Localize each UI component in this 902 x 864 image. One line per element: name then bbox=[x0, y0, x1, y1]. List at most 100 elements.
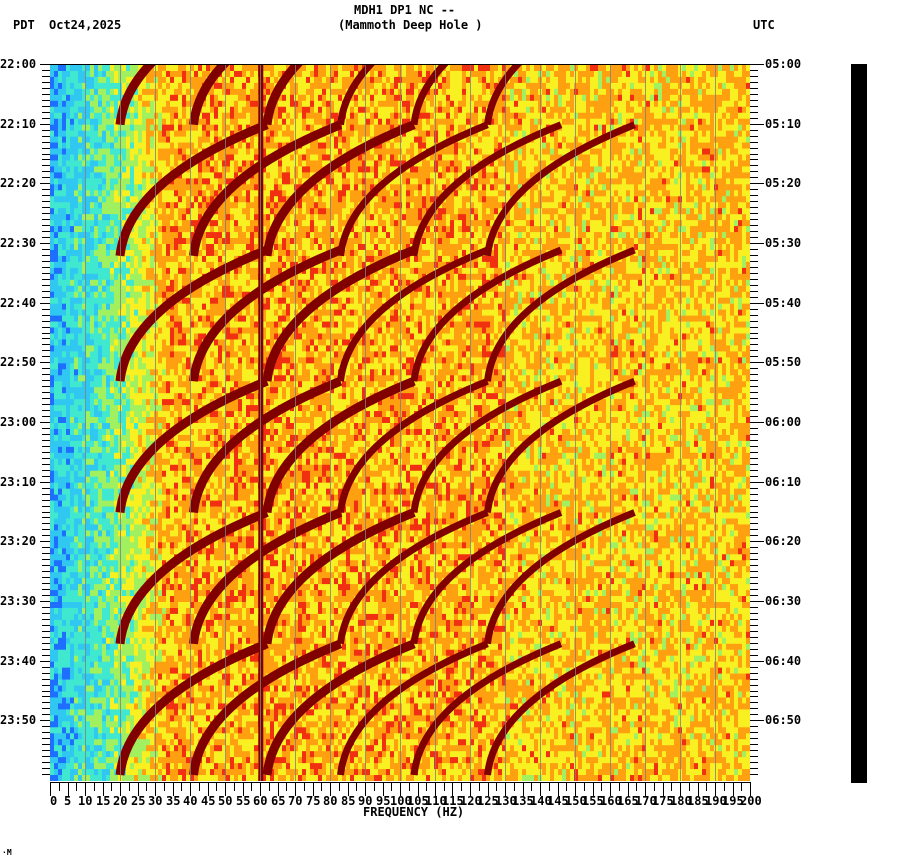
y-tick-right bbox=[750, 195, 758, 196]
y-tick-label-left: 22:50 bbox=[0, 356, 36, 368]
x-tick bbox=[68, 782, 69, 796]
x-tick bbox=[216, 782, 217, 791]
y-tick-left bbox=[42, 142, 50, 143]
x-tick bbox=[409, 782, 410, 791]
x-tick-label: 30 bbox=[148, 795, 162, 807]
x-tick bbox=[243, 782, 244, 796]
y-tick-left bbox=[42, 201, 50, 202]
x-tick bbox=[558, 782, 559, 796]
y-tick-label-right: 06:20 bbox=[765, 535, 801, 547]
y-tick-left bbox=[42, 261, 50, 262]
y-tick-right bbox=[750, 428, 758, 429]
x-tick bbox=[566, 782, 567, 791]
y-tick-right bbox=[750, 452, 758, 453]
x-tick bbox=[636, 782, 637, 791]
x-tick bbox=[155, 782, 156, 796]
y-tick-right bbox=[750, 738, 758, 739]
y-tick-right bbox=[750, 291, 758, 292]
y-tick-label-left: 23:10 bbox=[0, 476, 36, 488]
y-tick-right bbox=[750, 732, 758, 733]
y-tick-left bbox=[42, 702, 50, 703]
y-tick-left bbox=[40, 661, 50, 662]
y-tick-right bbox=[750, 243, 764, 244]
x-tick bbox=[225, 782, 226, 796]
y-tick-left bbox=[42, 315, 50, 316]
x-tick bbox=[698, 782, 699, 796]
y-tick-label-left: 22:30 bbox=[0, 237, 36, 249]
y-tick-left bbox=[42, 255, 50, 256]
x-tick bbox=[488, 782, 489, 796]
y-tick-right bbox=[750, 649, 758, 650]
y-tick-right bbox=[750, 255, 758, 256]
x-tick bbox=[680, 782, 681, 796]
y-tick-right bbox=[750, 661, 764, 662]
y-tick-right bbox=[750, 637, 758, 638]
y-tick-left bbox=[42, 535, 50, 536]
y-tick-left bbox=[40, 541, 50, 542]
y-tick-right bbox=[750, 237, 758, 238]
y-tick-right bbox=[750, 171, 758, 172]
y-tick-right bbox=[750, 643, 758, 644]
spectrogram-plot bbox=[50, 64, 750, 781]
y-tick-label-left: 23:40 bbox=[0, 655, 36, 667]
left-timezone-label: PDT bbox=[13, 19, 35, 32]
y-tick-right bbox=[750, 82, 758, 83]
y-tick-left bbox=[42, 714, 50, 715]
y-tick-left bbox=[42, 476, 50, 477]
x-tick-label: 120 bbox=[460, 795, 482, 807]
x-tick bbox=[496, 782, 497, 791]
x-axis-line bbox=[50, 782, 751, 783]
y-tick-right bbox=[750, 613, 758, 614]
x-tick bbox=[103, 782, 104, 796]
y-tick-left bbox=[42, 249, 50, 250]
x-tick-label: 50 bbox=[218, 795, 232, 807]
y-tick-left bbox=[42, 237, 50, 238]
x-tick bbox=[628, 782, 629, 796]
y-tick-label-right: 06:50 bbox=[765, 714, 801, 726]
y-tick-right bbox=[750, 744, 758, 745]
x-tick bbox=[470, 782, 471, 796]
x-tick-label: 125 bbox=[477, 795, 499, 807]
y-tick-right bbox=[750, 756, 758, 757]
y-tick-right bbox=[750, 279, 758, 280]
x-tick bbox=[94, 782, 95, 791]
y-tick-right bbox=[750, 595, 758, 596]
x-tick bbox=[706, 782, 707, 791]
y-tick-left bbox=[42, 691, 50, 692]
x-tick bbox=[400, 782, 401, 796]
y-tick-left bbox=[42, 565, 50, 566]
y-tick-left bbox=[42, 88, 50, 89]
x-tick-label: 115 bbox=[442, 795, 464, 807]
date-label: Oct24,2025 bbox=[49, 19, 121, 32]
x-tick-label: 145 bbox=[547, 795, 569, 807]
x-tick bbox=[295, 782, 296, 796]
y-tick-right bbox=[750, 571, 758, 572]
y-tick-left bbox=[42, 350, 50, 351]
y-tick-right bbox=[750, 714, 758, 715]
y-tick-right bbox=[750, 523, 758, 524]
y-tick-right bbox=[750, 303, 764, 304]
y-tick-right bbox=[750, 362, 764, 363]
y-tick-right bbox=[750, 309, 758, 310]
y-tick-right bbox=[750, 404, 758, 405]
x-tick-label: 175 bbox=[652, 795, 674, 807]
y-tick-left bbox=[42, 344, 50, 345]
y-tick-left bbox=[42, 82, 50, 83]
y-tick-right bbox=[750, 380, 758, 381]
y-tick-right bbox=[750, 416, 758, 417]
y-tick-left bbox=[40, 64, 50, 65]
x-tick bbox=[59, 782, 60, 791]
y-tick-left bbox=[42, 643, 50, 644]
y-tick-right bbox=[750, 774, 758, 775]
y-tick-left bbox=[42, 380, 50, 381]
y-tick-right bbox=[750, 535, 758, 536]
x-tick bbox=[85, 782, 86, 796]
y-tick-left bbox=[42, 136, 50, 137]
x-tick bbox=[339, 782, 340, 791]
y-tick-right bbox=[750, 70, 758, 71]
y-tick-left bbox=[42, 368, 50, 369]
y-tick-right bbox=[750, 565, 758, 566]
x-tick-label: 160 bbox=[600, 795, 622, 807]
y-tick-left bbox=[40, 720, 50, 721]
y-tick-left bbox=[42, 488, 50, 489]
